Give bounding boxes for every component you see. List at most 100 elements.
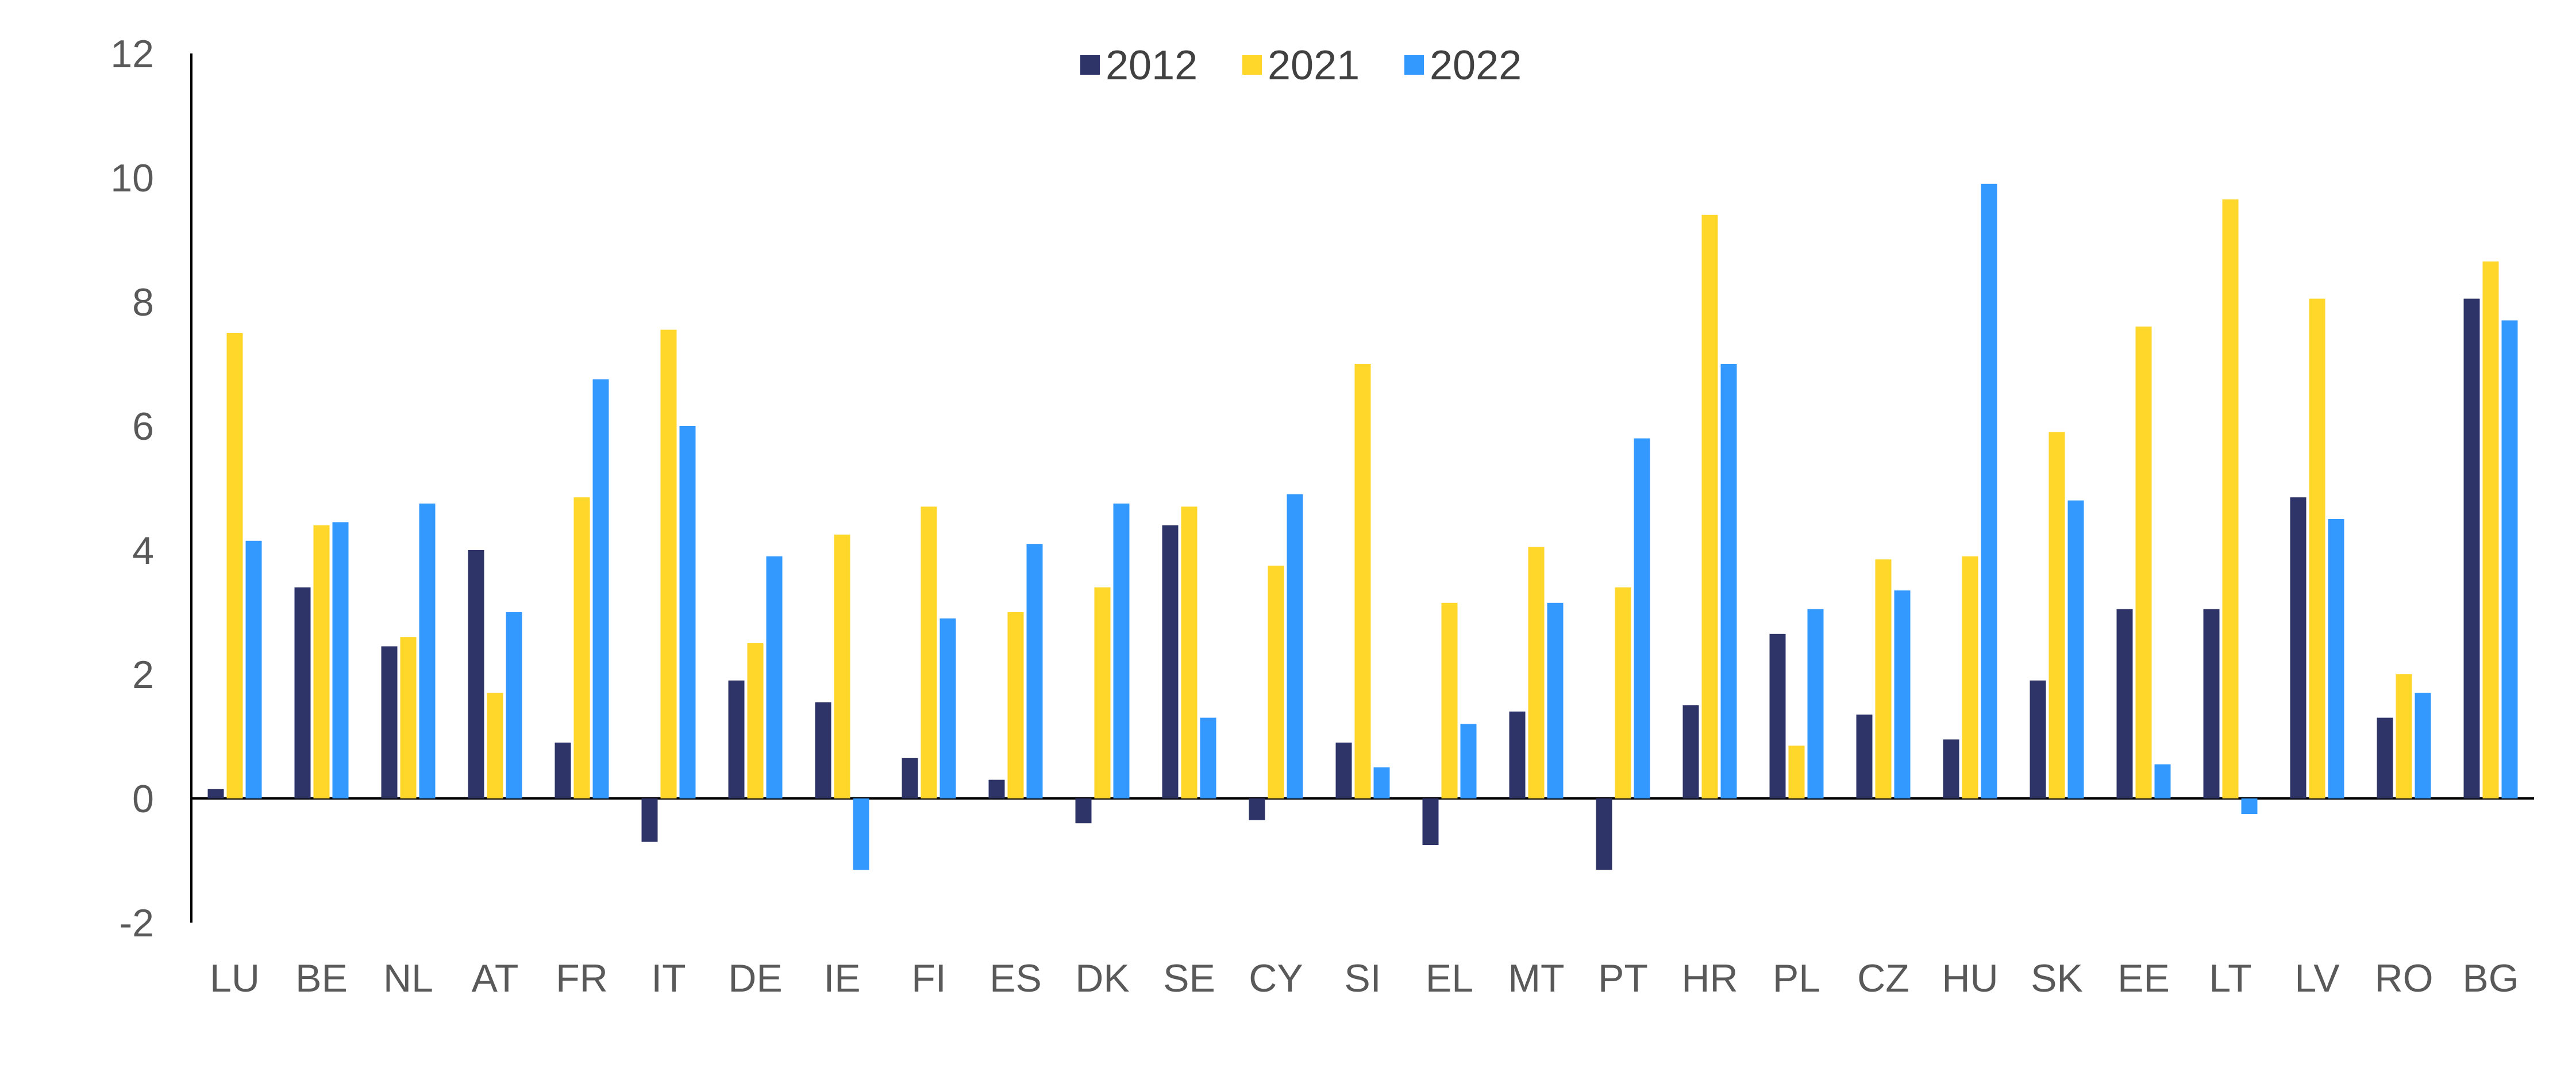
- y-tick-label: 8: [132, 281, 154, 324]
- bar-2022-PT: [1634, 438, 1650, 798]
- bar-2012-SI: [1335, 742, 1352, 798]
- bar-2012-PT: [1596, 798, 1612, 870]
- x-category-label: BG: [2462, 957, 2519, 1000]
- bar-2022-EL: [1460, 724, 1477, 798]
- bar-2021-PT: [1615, 587, 1631, 798]
- bar-2021-BG: [2482, 261, 2499, 798]
- bar-2012-LU: [207, 789, 224, 798]
- bar-2012-FR: [555, 742, 571, 798]
- bar-2021-RO: [2396, 674, 2412, 798]
- bar-2012-HU: [1943, 739, 1959, 798]
- bar-2022-FR: [592, 379, 609, 798]
- bar-2022-BG: [2501, 320, 2518, 798]
- bar-2021-SK: [2049, 432, 2065, 798]
- bar-2012-DE: [728, 680, 745, 798]
- bar-2022-CZ: [1894, 590, 1911, 798]
- bar-2022-PL: [1807, 609, 1824, 798]
- x-axis-categories: LU BE NL AT FR IT DE IE FI ES DK SE CY SI EL MT PT HR PL CZ…: [210, 957, 2519, 1000]
- x-category-label: MT: [1508, 957, 1564, 1000]
- bar-2021-EE: [2135, 327, 2152, 798]
- bar-2021-IT: [660, 329, 677, 798]
- y-tick-label: 10: [110, 156, 154, 200]
- bar-2012-CZ: [1856, 715, 1873, 798]
- bar-2021-LV: [2309, 298, 2325, 798]
- x-category-label: FI: [911, 957, 946, 1000]
- legend-label-2021: 2021: [1268, 43, 1360, 89]
- bar-2021-DE: [747, 643, 764, 798]
- bar-2012-LT: [2203, 609, 2220, 798]
- bar-2021-AT: [487, 693, 503, 798]
- bar-2022-SK: [2067, 500, 2084, 798]
- bar-2022-RO: [2415, 693, 2431, 798]
- x-category-label: SI: [1344, 957, 1381, 1000]
- bar-2012-HR: [1682, 705, 1699, 798]
- bar-2021-FI: [921, 506, 937, 798]
- bar-series-group: [207, 183, 2518, 870]
- legend-swatch-2012: [1080, 55, 1100, 75]
- x-category-label: DE: [728, 957, 782, 1000]
- bar-2022-NL: [419, 504, 436, 798]
- x-category-label: LU: [210, 957, 260, 1000]
- y-tick-label: 6: [132, 405, 154, 448]
- bar-2021-HU: [1962, 556, 1978, 798]
- x-category-label: ES: [989, 957, 1042, 1000]
- bar-2022-LV: [2328, 519, 2344, 798]
- bar-2022-LT: [2241, 798, 2258, 814]
- bar-2012-PL: [1769, 633, 1786, 798]
- bar-2021-SE: [1181, 506, 1197, 798]
- legend-label-2012: 2012: [1106, 43, 1197, 89]
- bar-2021-DK: [1094, 587, 1111, 798]
- bar-2022-AT: [506, 612, 522, 798]
- bar-2021-LU: [226, 333, 243, 798]
- bar-2012-DK: [1075, 798, 1092, 824]
- legend-swatch-2021: [1242, 55, 1262, 75]
- bar-2012-IE: [815, 702, 831, 798]
- bar-2022-IE: [853, 798, 869, 870]
- y-axis-ticks: -2 0 2 4 6 8 10 12: [110, 32, 154, 945]
- x-category-label: DK: [1075, 957, 1129, 1000]
- bar-2022-HU: [1981, 183, 1997, 798]
- x-category-label: CY: [1249, 957, 1303, 1000]
- x-category-label: IT: [651, 957, 686, 1000]
- x-category-label: HU: [1942, 957, 1998, 1000]
- bar-2022-EE: [2154, 764, 2171, 798]
- bar-2012-CY: [1249, 798, 1265, 820]
- bar-2021-MT: [1528, 547, 1545, 798]
- x-category-label: EL: [1426, 957, 1473, 1000]
- bar-2021-CZ: [1875, 559, 1892, 798]
- bar-2012-EL: [1422, 798, 1439, 845]
- bar-2012-BE: [294, 587, 311, 798]
- bar-2022-DE: [766, 556, 783, 798]
- y-tick-label: -2: [120, 901, 154, 945]
- x-category-label: PL: [1773, 957, 1820, 1000]
- x-category-label: LV: [2294, 957, 2340, 1000]
- x-category-label: HR: [1681, 957, 1738, 1000]
- x-category-label: IE: [823, 957, 860, 1000]
- bar-2021-HR: [1701, 214, 1718, 798]
- y-tick-label: 2: [132, 653, 154, 697]
- bar-2021-ES: [1007, 612, 1024, 798]
- bar-2022-SE: [1200, 717, 1216, 798]
- bar-2022-DK: [1113, 504, 1130, 798]
- x-category-label: BE: [295, 957, 348, 1000]
- x-category-label: FR: [556, 957, 608, 1000]
- bar-2012-SK: [2030, 680, 2046, 798]
- bar-2022-LU: [245, 540, 262, 798]
- bar-2022-FI: [939, 618, 956, 798]
- bar-2021-BE: [313, 525, 330, 798]
- x-category-label: SK: [2031, 957, 2083, 1000]
- bar-2012-IT: [641, 798, 658, 842]
- bar-2022-HR: [1720, 364, 1737, 798]
- bar-2012-NL: [381, 646, 398, 798]
- legend: 2012 2021 2022: [1080, 43, 1522, 89]
- bar-2022-ES: [1026, 544, 1043, 798]
- bar-2012-BG: [2463, 298, 2480, 798]
- x-category-label: LT: [2209, 957, 2251, 1000]
- bar-2012-SE: [1162, 525, 1179, 798]
- bar-2022-BE: [332, 522, 349, 798]
- bar-2021-IE: [834, 535, 850, 798]
- x-category-label: AT: [472, 957, 519, 1000]
- x-category-label: EE: [2117, 957, 2170, 1000]
